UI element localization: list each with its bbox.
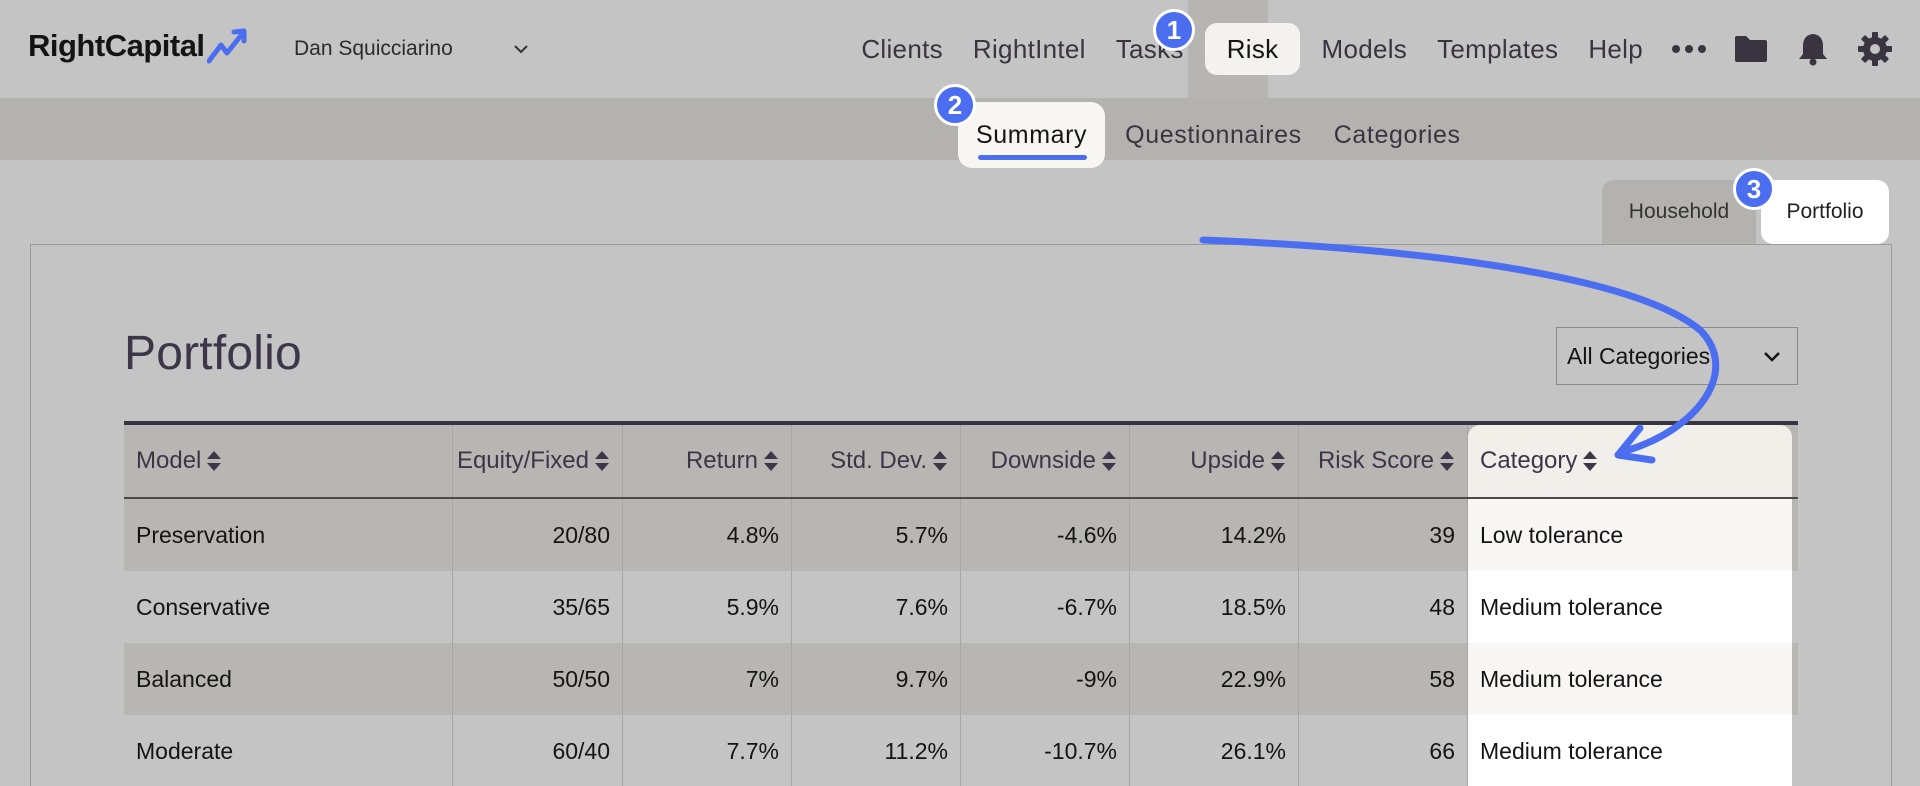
table-row[interactable]: Balanced 50/50 7% 9.7% -9% 22.9% 58 Medi… [124,643,1798,715]
sort-icon [1270,450,1286,472]
column-header-label: Return [685,447,758,474]
sort-icon [932,450,948,472]
user-selector[interactable]: Dan Squicciarino [294,32,529,66]
return-cell: 7.7% [623,715,792,786]
sort-icon [594,450,610,472]
category-cell: Medium tolerance [1468,715,1792,786]
portfolio-toggle-button[interactable]: Portfolio [1761,180,1889,244]
bell-icon[interactable] [1782,23,1844,75]
nav-models[interactable]: Models [1321,33,1408,64]
models-table: Model Equity/Fixed Return Std. Dev. Down… [124,421,1798,786]
column-header-upside[interactable]: Upside [1130,425,1299,497]
model-cell: Preservation [124,499,453,571]
risk-score-cell: 66 [1299,715,1468,786]
logo-arrow-icon [206,28,247,64]
chevron-down-icon [1764,351,1780,362]
logo-text: RightCapital [28,28,205,63]
equity-fixed-cell: 35/65 [453,571,623,643]
std-dev-cell: 11.2% [792,715,961,786]
table-row[interactable]: Preservation 20/80 4.8% 5.7% -4.6% 14.2%… [124,499,1798,571]
table-header-row: Model Equity/Fixed Return Std. Dev. Down… [124,425,1798,499]
tab-categories[interactable]: Categories [1333,120,1461,149]
column-header-label: Category [1480,447,1578,474]
risk-score-cell: 58 [1299,643,1468,715]
top-navigation-bar [0,0,1920,98]
folder-icon[interactable] [1720,23,1782,75]
category-filter-select[interactable]: All Categories [1556,327,1798,385]
category-cell: Medium tolerance [1468,571,1792,643]
category-cell: Low tolerance [1468,499,1792,571]
sub-nav: Summary Questionnaires Categories [958,102,1477,168]
equity-fixed-cell: 50/50 [453,643,623,715]
model-cell: Conservative [124,571,453,643]
column-header-label: Model [136,447,202,474]
return-cell: 4.8% [623,499,792,571]
upside-cell: 22.9% [1130,643,1299,715]
tab-questionnaires[interactable]: Questionnaires [1125,120,1302,149]
nav-risk[interactable]: Risk [1204,23,1301,75]
return-cell: 7% [623,643,792,715]
tab-summary-label: Summary [976,120,1088,149]
std-dev-cell: 7.6% [792,571,961,643]
step-badge-3: 3 [1733,168,1775,210]
column-header-label: Equity/Fixed [456,447,589,474]
main-nav: Clients RightIntel Tasks Risk Models Tem… [846,0,1920,98]
model-cell: Balanced [124,643,453,715]
category-filter-value: All Categories [1567,342,1711,369]
nav-help[interactable]: Help [1588,33,1643,64]
more-icon[interactable] [1658,23,1720,75]
model-cell: Moderate [124,715,453,786]
column-header-category[interactable]: Category [1468,425,1792,497]
user-name: Dan Squicciarino [294,37,453,60]
equity-fixed-cell: 20/80 [453,499,623,571]
sort-icon [1101,450,1117,472]
nav-templates[interactable]: Templates [1437,33,1559,64]
upside-cell: 26.1% [1130,715,1299,786]
gear-icon[interactable] [1844,23,1906,75]
column-header-label: Upside [1190,447,1265,474]
column-header-model[interactable]: Model [124,425,453,497]
nav-clients[interactable]: Clients [861,33,943,64]
tab-summary[interactable]: Summary [958,102,1106,168]
table-row[interactable]: Conservative 35/65 5.9% 7.6% -6.7% 18.5%… [124,571,1798,643]
downside-cell: -6.7% [961,571,1130,643]
category-cell: Medium tolerance [1468,643,1792,715]
column-header-downside[interactable]: Downside [961,425,1130,497]
std-dev-cell: 5.7% [792,499,961,571]
column-header-equity-fixed[interactable]: Equity/Fixed [453,425,623,497]
downside-cell: -4.6% [961,499,1130,571]
column-header-label: Downside [990,447,1096,474]
sort-icon [763,450,779,472]
chevron-down-icon [514,45,528,54]
risk-score-cell: 48 [1299,571,1468,643]
nav-rightintel[interactable]: RightIntel [972,33,1086,64]
column-header-label: Std. Dev. [830,447,927,474]
step-badge-1: 1 [1153,9,1195,51]
upside-cell: 14.2% [1130,499,1299,571]
downside-cell: -10.7% [961,715,1130,786]
column-header-return[interactable]: Return [623,425,792,497]
table-row[interactable]: Moderate 60/40 7.7% 11.2% -10.7% 26.1% 6… [124,715,1798,786]
column-header-std-dev[interactable]: Std. Dev. [792,425,961,497]
std-dev-cell: 9.7% [792,643,961,715]
sort-icon [1439,450,1455,472]
return-cell: 5.9% [623,571,792,643]
column-header-label: Risk Score [1317,447,1434,474]
sort-icon [1582,450,1598,472]
page-title: Portfolio [124,327,302,380]
logo[interactable]: RightCapital [28,24,249,68]
step-badge-2: 2 [934,84,976,126]
downside-cell: -9% [961,643,1130,715]
household-toggle-button[interactable]: Household [1602,180,1756,244]
active-tab-underline [978,155,1088,160]
upside-cell: 18.5% [1130,571,1299,643]
sort-icon [206,450,222,472]
risk-score-cell: 39 [1299,499,1468,571]
equity-fixed-cell: 60/40 [453,715,623,786]
column-header-risk-score[interactable]: Risk Score [1299,425,1468,497]
